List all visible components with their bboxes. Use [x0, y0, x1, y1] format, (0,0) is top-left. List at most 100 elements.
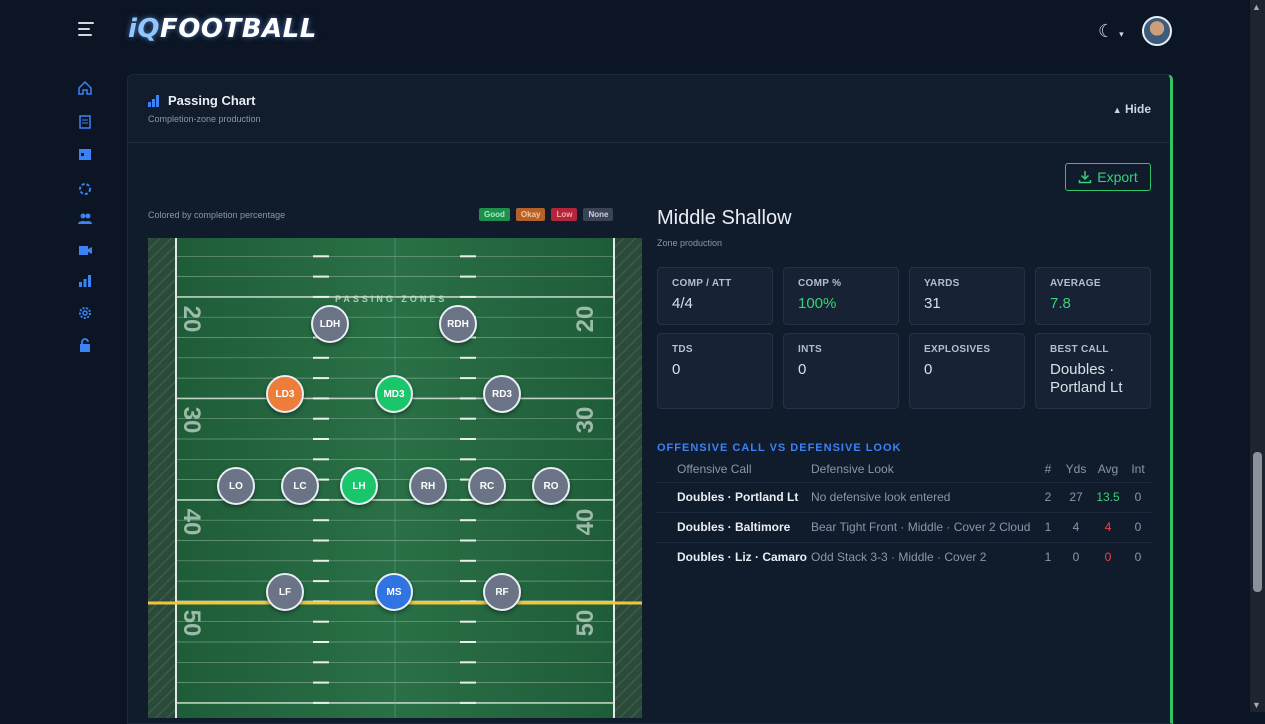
scroll-down-icon[interactable]: ▼ — [1252, 700, 1261, 710]
app-logo[interactable]: iQFOOTBALL — [128, 14, 317, 44]
yard-number-50-left: 50 — [178, 609, 205, 637]
top-right-controls: ☾ ▾ — [1098, 16, 1172, 46]
zone-lh[interactable]: LH — [340, 467, 378, 505]
users-icon[interactable] — [76, 209, 94, 227]
column-header: # — [1044, 462, 1052, 476]
cell-n: 1 — [1035, 542, 1061, 572]
cell-avg: 13.5 — [1091, 482, 1125, 513]
stat-label: YARDS — [924, 278, 960, 289]
cell-n: 2 — [1035, 482, 1061, 513]
zone-title: Middle Shallow — [657, 207, 792, 229]
menu-icon[interactable] — [78, 22, 94, 36]
zone-rc[interactable]: RC — [468, 467, 506, 505]
zone-ms[interactable]: MS — [375, 573, 413, 611]
stat-card-best-call: BEST CALL Doubles · Portland Lt — [1035, 333, 1151, 409]
cell-int: 0 — [1125, 482, 1151, 513]
cell-yds: 27 — [1061, 482, 1091, 513]
stat-value: 31 — [924, 295, 941, 312]
scroll-up-icon[interactable]: ▲ — [1252, 2, 1261, 12]
panel-subtitle: Completion-zone production — [148, 114, 261, 124]
report-icon[interactable] — [76, 113, 94, 131]
zone-ldh[interactable]: LDH — [311, 305, 349, 343]
home-icon[interactable] — [76, 79, 94, 97]
scrollbar[interactable] — [1250, 0, 1265, 712]
download-icon — [1079, 171, 1092, 184]
table-row[interactable]: Doubles · Portland Lt No defensive look e… — [657, 482, 1151, 513]
scrollbar-thumb[interactable] — [1253, 452, 1262, 592]
stat-value: 0 — [798, 361, 807, 378]
stat-card-comp: COMP % 100% — [783, 267, 899, 325]
stat-card-tds: TDS 0 — [657, 333, 773, 409]
export-button[interactable]: Export — [1065, 163, 1151, 191]
stat-label: COMP % — [798, 278, 842, 289]
zone-lo[interactable]: LO — [217, 467, 255, 505]
calendar-icon[interactable] — [76, 145, 94, 163]
legend-none: None — [583, 208, 614, 221]
hide-button[interactable]: ▲ Hide — [1112, 102, 1151, 116]
theme-toggle-moon-icon[interactable]: ☾ ▾ — [1098, 20, 1124, 41]
passing-zones-label: PASSING ZONES — [335, 294, 448, 304]
stat-label: TDS — [672, 344, 693, 355]
cell-look: Odd Stack 3-3 · Middle · Cover 2 — [811, 542, 1035, 572]
stat-card-comp-att: COMP / ATT 4/4 — [657, 267, 773, 325]
film-icon[interactable] — [76, 241, 94, 259]
zone-ld3[interactable]: LD3 — [266, 375, 304, 413]
column-header: Avg — [1097, 462, 1119, 476]
zone-ro[interactable]: RO — [532, 467, 570, 505]
cell-yds: 4 — [1061, 512, 1091, 543]
column-header: Yds — [1065, 462, 1087, 476]
table-header-row: Offensive Call Defensive Look # Yds Avg Int — [657, 458, 1151, 483]
stat-label: BEST CALL — [1050, 344, 1109, 355]
stat-value: 0 — [672, 361, 681, 378]
legend-good: Good — [479, 208, 510, 221]
zone-rf[interactable]: RF — [483, 573, 521, 611]
cell-look: Bear Tight Front · Middle · Cover 2 Clou… — [811, 512, 1035, 543]
avatar[interactable] — [1141, 16, 1172, 46]
table-row[interactable]: Doubles · Baltimore Bear Tight Front · Mi… — [657, 512, 1151, 543]
zone-lf[interactable]: LF — [266, 573, 304, 611]
yard-number-50-right: 50 — [572, 609, 599, 637]
zone-rh[interactable]: RH — [409, 467, 447, 505]
settings-icon[interactable] — [76, 304, 94, 322]
yard-number-30-right: 30 — [572, 406, 599, 434]
stat-card-ints: INTS 0 — [783, 333, 899, 409]
zone-rd3[interactable]: RD3 — [483, 375, 521, 413]
stat-label: COMP / ATT — [672, 278, 732, 289]
section-title: OFFENSIVE CALL VS DEFENSIVE LOOK — [657, 442, 902, 454]
stat-card-average: AVERAGE 7.8 — [1035, 267, 1151, 325]
stat-value: 0 — [924, 361, 933, 378]
zone-subtitle: Zone production — [657, 238, 723, 248]
zone-md3[interactable]: MD3 — [375, 375, 413, 413]
yard-number-20-right: 20 — [572, 305, 599, 333]
field-note: Colored by completion percentage — [148, 210, 286, 220]
legend-low: Low — [551, 208, 578, 221]
column-header: Offensive Call — [677, 462, 752, 476]
yard-number-40-left: 40 — [178, 508, 205, 536]
lock-icon[interactable] — [76, 336, 94, 354]
cell-avg: 0 — [1091, 542, 1125, 572]
cell-look: No defensive look entered — [811, 482, 1035, 513]
stat-label: AVERAGE — [1050, 278, 1101, 289]
stat-card-explosives: EXPLOSIVES 0 — [909, 333, 1025, 409]
stat-card-yards: YARDS 31 — [909, 267, 1025, 325]
yard-number-30-left: 30 — [178, 406, 205, 434]
analytics-icon[interactable] — [76, 272, 94, 290]
cell-yds: 0 — [1061, 542, 1091, 572]
plays-icon[interactable] — [76, 180, 94, 198]
zone-rdh[interactable]: RDH — [439, 305, 477, 343]
legend: Good Okay Low None — [479, 208, 614, 221]
column-header: Defensive Look — [811, 462, 894, 476]
cell-int: 0 — [1125, 542, 1151, 572]
stat-value: Doubles · Portland Lt — [1050, 361, 1123, 396]
cell-n: 1 — [1035, 512, 1061, 543]
panel-header: Passing Chart Completion-zone production… — [128, 75, 1170, 143]
yard-number-20-left: 20 — [178, 305, 205, 333]
stat-label: INTS — [798, 344, 822, 355]
caret-up-icon: ▲ — [1112, 105, 1122, 115]
sidebar — [0, 0, 70, 712]
table-row[interactable]: Doubles · Liz · Camaro Odd Stack 3-3 · Mi… — [657, 542, 1151, 572]
column-header: Int — [1131, 462, 1145, 476]
zone-lc[interactable]: LC — [281, 467, 319, 505]
stat-label: EXPLOSIVES — [924, 344, 991, 355]
stat-value: 4/4 — [672, 295, 693, 312]
